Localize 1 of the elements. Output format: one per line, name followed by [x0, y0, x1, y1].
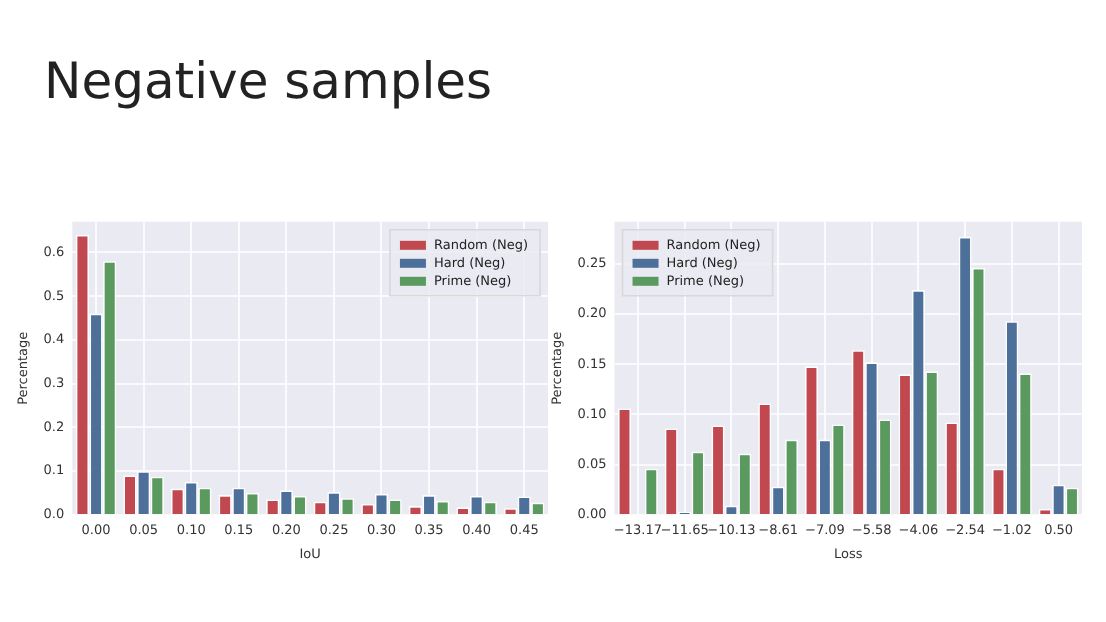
chart-title: Negative samples	[44, 52, 493, 110]
